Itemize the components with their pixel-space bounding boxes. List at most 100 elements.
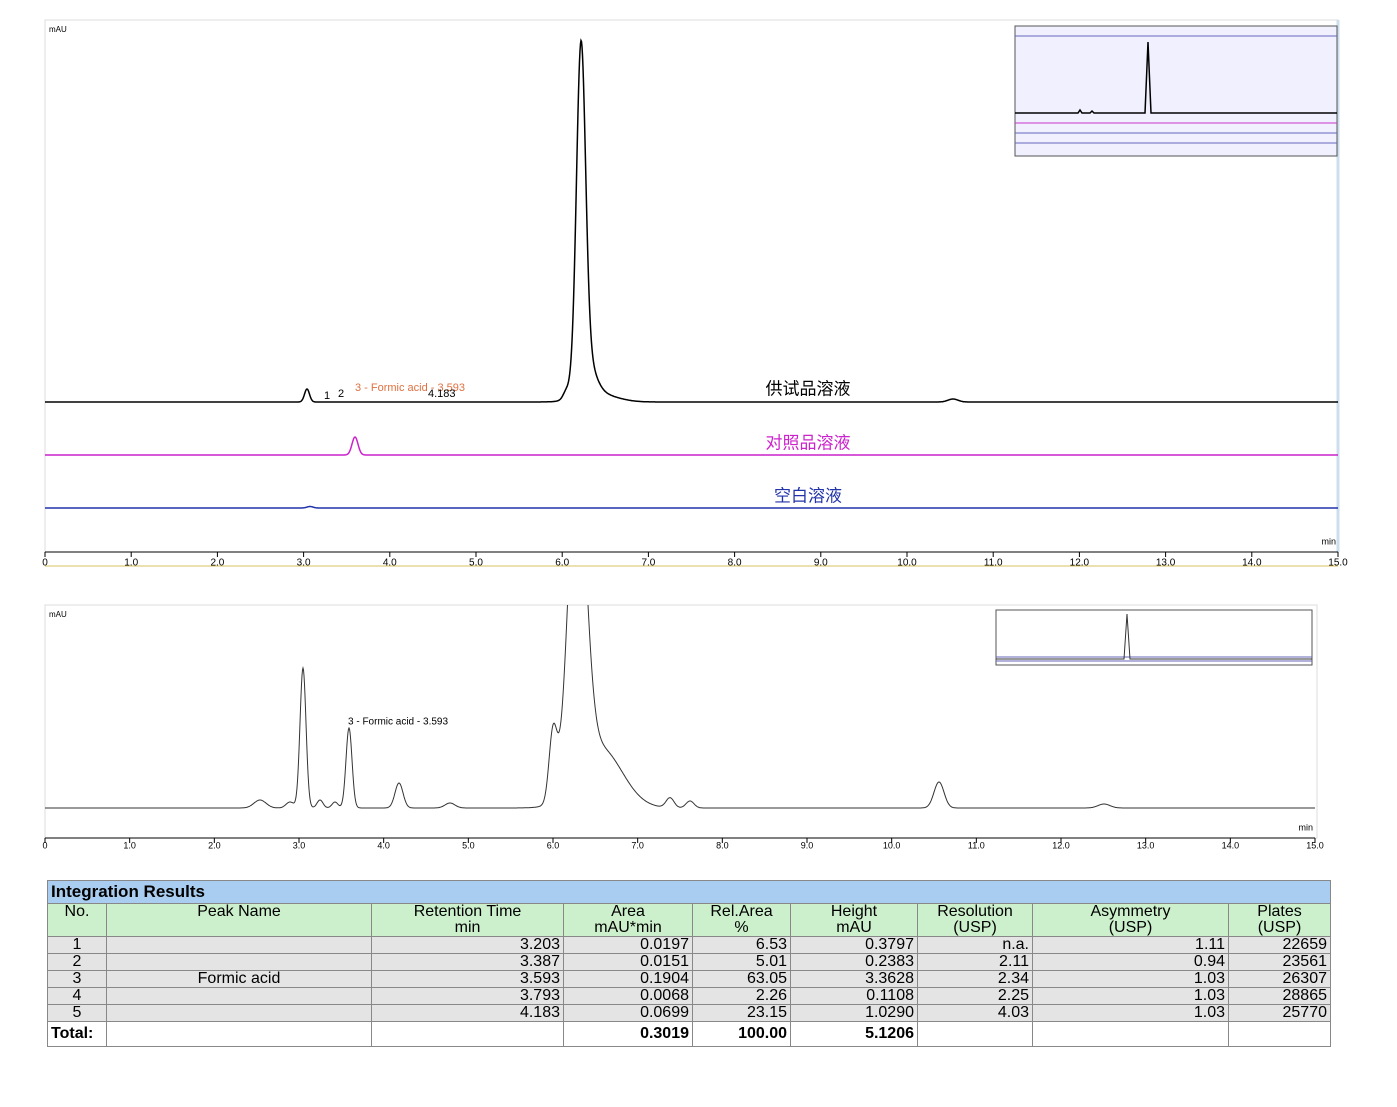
- table-cell: 1: [47, 936, 107, 954]
- total-cell: 0.3019: [563, 1021, 693, 1047]
- x-tick-label: 10.0: [897, 558, 917, 569]
- trace: [45, 605, 1315, 809]
- x-tick-label: 1.0: [123, 840, 136, 850]
- table-cell: 1.03: [1032, 1004, 1229, 1022]
- y-axis-label: mAU: [49, 610, 67, 619]
- table-cell: [106, 1004, 372, 1022]
- trace-label: 供试品溶液: [766, 379, 851, 398]
- x-tick-label: 0: [42, 558, 48, 569]
- table-cell: 0.0197: [563, 936, 693, 954]
- x-tick-label: 11.0: [968, 840, 985, 850]
- x-tick-label: 3.0: [297, 558, 311, 569]
- trace: [45, 436, 1338, 456]
- header-line: No.: [64, 903, 90, 920]
- header-line: Asymmetry: [1090, 903, 1171, 920]
- column-header: Area mAU*min: [563, 903, 693, 937]
- table-cell: 3.203: [371, 936, 564, 954]
- table-cell: 28865: [1228, 987, 1331, 1005]
- trace-label: 对照品溶液: [766, 433, 851, 452]
- x-tick-label: 1.0: [124, 558, 138, 569]
- x-tick-label: 7.0: [641, 558, 655, 569]
- column-header: No.: [47, 903, 107, 937]
- total-cell: 100.00: [692, 1021, 791, 1047]
- x-tick-label: 2.0: [210, 558, 224, 569]
- table-cell: 3.387: [371, 953, 564, 971]
- table-cell: 0.0068: [563, 987, 693, 1005]
- table-cell: 4.03: [917, 1004, 1033, 1022]
- total-cell: [917, 1021, 1033, 1047]
- table-cell: 6.53: [692, 936, 791, 954]
- table-cell: 5.01: [692, 953, 791, 971]
- column-header: Resolution (USP): [917, 903, 1033, 937]
- table-cell: 3.793: [371, 987, 564, 1005]
- x-tick-label: 4.0: [377, 840, 390, 850]
- x-tick-label: 2.0: [208, 840, 221, 850]
- table-cell: 23.15: [692, 1004, 791, 1022]
- table-title: Integration Results: [47, 880, 1331, 904]
- column-header: Retention Time min: [371, 903, 564, 937]
- x-tick-label: 14.0: [1242, 558, 1262, 569]
- trace: [45, 38, 1338, 403]
- column-header: Peak Name: [106, 903, 372, 937]
- total-cell: [1228, 1021, 1331, 1047]
- table-cell: [106, 953, 372, 971]
- x-tick-label: 4.0: [383, 558, 397, 569]
- header-line: %: [734, 919, 749, 936]
- trace-label: 空白溶液: [774, 486, 842, 505]
- table-cell: 0.2383: [790, 953, 918, 971]
- table-cell: 4: [47, 987, 107, 1005]
- total-cell: [106, 1021, 372, 1047]
- header-line: mAU: [836, 919, 872, 936]
- header-line: min: [454, 919, 481, 936]
- table-row: 2 3.387 0.0151 5.01 0.2383 2.11 0.94 23561: [47, 953, 1331, 971]
- integration-table: Integration Results No. Peak Name Retention…: [47, 880, 1331, 1047]
- table-cell: 2.34: [917, 970, 1033, 988]
- table-cell: 1.11: [1032, 936, 1229, 954]
- header-line: Resolution: [937, 903, 1013, 920]
- table-row: 4 3.793 0.0068 2.26 0.1108 2.25 1.03 28865: [47, 987, 1331, 1005]
- peak-annotation: 1: [324, 390, 330, 402]
- x-tick-label: 14.0: [1222, 840, 1240, 850]
- table-cell: 0.3797: [790, 936, 918, 954]
- table-cell: [106, 936, 372, 954]
- table-cell: 3.593: [371, 970, 564, 988]
- x-tick-label: 11.0: [984, 558, 1003, 569]
- table-cell: 0.1108: [790, 987, 918, 1005]
- peak-annotation: 3 - Formic acid - 3.593: [348, 717, 448, 728]
- x-tick-label: 9.0: [801, 840, 814, 850]
- table-cell: 5: [47, 1004, 107, 1022]
- table-cell: 4.183: [371, 1004, 564, 1022]
- table-cell: 25770: [1228, 1004, 1331, 1022]
- x-axis-label: min: [1321, 536, 1336, 546]
- header-line: Height: [830, 903, 878, 920]
- trace: [45, 505, 1338, 509]
- table-cell: [106, 987, 372, 1005]
- y-axis-label: mAU: [49, 25, 67, 34]
- table-cell: 23561: [1228, 953, 1331, 971]
- table-cell: 3: [47, 970, 107, 988]
- peak-annotation: 3 - Formic acid - 3.593: [355, 382, 465, 394]
- table-cell: 2.11: [917, 953, 1033, 971]
- header-line: Peak Name: [197, 903, 281, 920]
- table-cell: 0.1904: [563, 970, 693, 988]
- header-line: (USP): [953, 919, 997, 936]
- x-tick-label: 3.0: [293, 840, 306, 850]
- x-tick-label: 6.0: [555, 558, 569, 569]
- table-row: No. Peak Name Retention Time min Area mAU*min…: [47, 903, 1331, 937]
- table-cell: 2: [47, 953, 107, 971]
- column-header: Plates (USP): [1228, 903, 1331, 937]
- chromatograms: 0 1.0 2.0 3.0 4.0 5.0 6.0 7.0 8.0 9.0 10.0 11.0 12.0…: [42, 19, 1348, 850]
- x-tick-label: 10.0: [883, 840, 901, 850]
- peak-annotation: 2: [338, 388, 344, 400]
- x-tick-label: 8.0: [728, 558, 742, 569]
- header-line: Area: [611, 903, 645, 920]
- table-cell: 1.03: [1032, 987, 1229, 1005]
- table-cell: 2.25: [917, 987, 1033, 1005]
- column-header: Rel.Area%: [692, 903, 791, 937]
- x-tick-label: 12.0: [1052, 840, 1070, 850]
- x-tick-label: 13.0: [1156, 558, 1176, 569]
- x-axis-label: min: [1298, 822, 1313, 832]
- table-cell: 26307: [1228, 970, 1331, 988]
- peak-annotation: 4.183: [428, 388, 456, 400]
